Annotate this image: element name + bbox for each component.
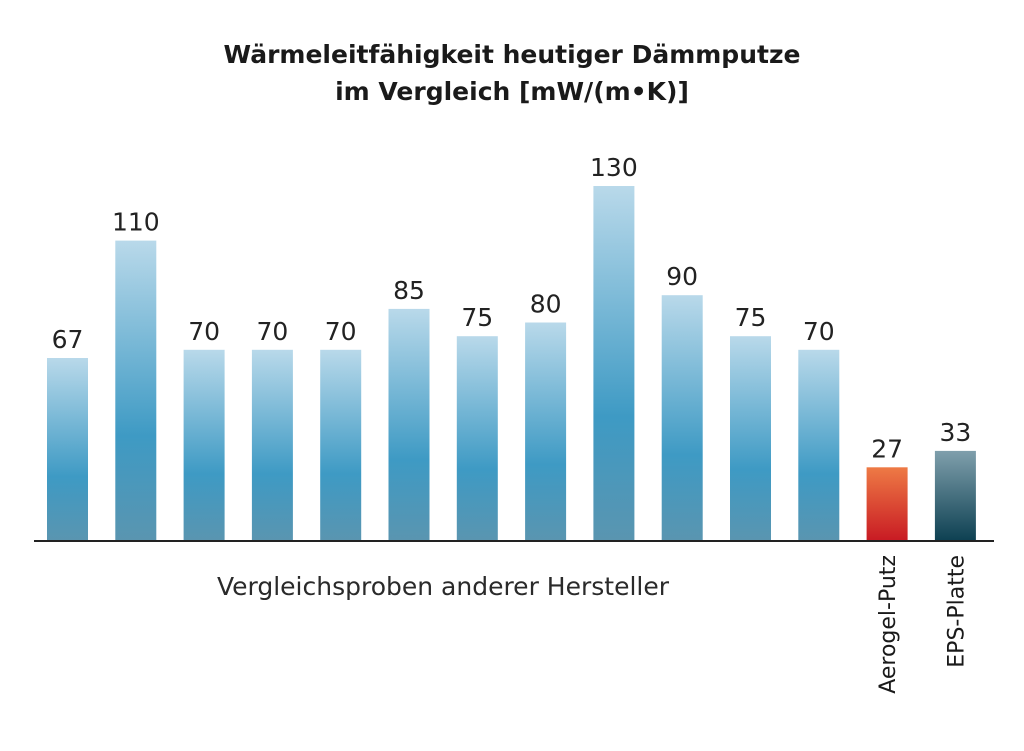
bar-9 — [593, 186, 635, 541]
value-label-8: 80 — [530, 290, 562, 319]
bar-3 — [183, 349, 225, 541]
bar-5 — [320, 349, 362, 541]
category-label-13: Aerogel-Putz — [876, 555, 901, 694]
value-label-12: 70 — [803, 317, 835, 346]
value-label-10: 90 — [666, 262, 698, 291]
category-labels-layer: Aerogel-Putz EPS-Platte — [876, 555, 969, 694]
bar-14 — [934, 450, 976, 541]
group-label: Vergleichsproben anderer Hersteller — [217, 572, 670, 601]
value-label-13: 27 — [871, 434, 903, 463]
value-label-7: 75 — [461, 303, 493, 332]
bar-7 — [456, 336, 498, 541]
bar-13 — [866, 467, 908, 541]
chart-title: Wärmeleitfähigkeit heutiger Dämmputze im… — [0, 36, 1024, 110]
value-label-2: 110 — [112, 208, 160, 237]
value-label-14: 33 — [939, 418, 971, 447]
bar-12 — [798, 349, 840, 541]
value-label-1: 67 — [52, 325, 84, 354]
value-label-11: 75 — [735, 303, 767, 332]
bars-layer — [47, 186, 976, 541]
value-label-5: 70 — [325, 317, 357, 346]
value-label-9: 130 — [590, 153, 638, 182]
category-label-14: EPS-Platte — [944, 555, 969, 668]
bar-2 — [115, 240, 157, 541]
bar-11 — [730, 336, 771, 541]
chart-title-line-2: im Vergleich [mW/(m•K)] — [335, 77, 689, 106]
bar-4 — [251, 349, 293, 541]
value-label-6: 85 — [393, 276, 425, 305]
value-labels-layer: 67 110 70 70 70 85 75 80 130 90 75 70 27 33 — [52, 153, 972, 463]
value-label-3: 70 — [188, 317, 220, 346]
chart-title-line-1: Wärmeleitfähigkeit heutiger Dämmputze — [223, 40, 801, 69]
bar-8 — [525, 322, 567, 541]
bar-10 — [661, 295, 703, 541]
bar-1 — [47, 358, 88, 541]
value-label-4: 70 — [256, 317, 288, 346]
bar-6 — [388, 308, 430, 541]
